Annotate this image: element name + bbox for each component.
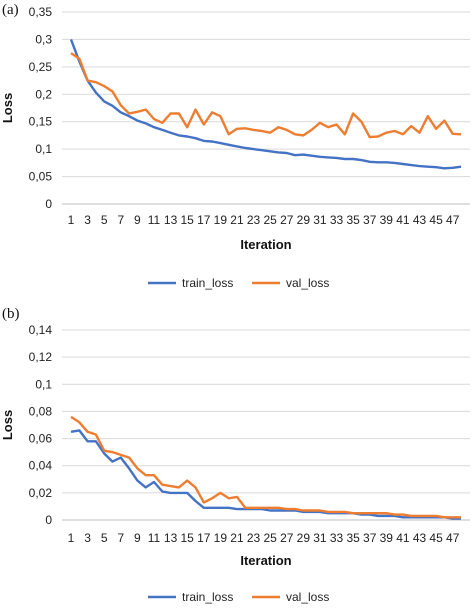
series-line-val_loss [70,415,461,519]
x-tick-label: 19 [214,213,228,227]
legend-label: train_loss [182,590,233,604]
x-tick-label: 25 [263,213,277,227]
y-tick-label: 0,02 [29,486,53,500]
legend-label: train_loss [182,276,233,290]
chart-a: (a)00,050,10,150,20,250,30,351 3 5 7 9 11 13 15… [0,2,470,290]
y-tick-label: 0,12 [29,350,53,364]
y-tick-label: 0,1 [35,142,52,156]
y-tick-label: 0,14 [29,323,53,337]
x-tick-label: 33 [330,531,344,545]
y-tick-label: 0,2 [35,87,52,101]
chart-b: (b)00,020,040,060,080,10,120,141 3 5 7 9 11 13… [0,306,470,604]
x-tick-label: 19 [214,531,228,545]
y-tick-label: 0,06 [29,432,53,446]
x-tick-label: 23 [247,213,261,227]
x-tick-label: 45 [429,531,443,545]
y-tick-label: 0,25 [29,60,53,74]
x-tick-label: 15 [180,531,194,545]
x-tick-label: 47 [446,213,460,227]
panel-label: (a) [2,2,19,18]
y-axis-title: Loss [0,410,15,440]
series-line-train_loss [70,429,461,520]
series-line-val_loss [70,52,462,139]
y-tick-label: 0,1 [35,377,52,391]
x-tick-label: 31 [313,531,327,545]
x-tick-label: 17 [197,213,211,227]
x-tick-label: 29 [297,531,311,545]
y-tick-label: 0,08 [29,404,53,418]
x-tick-label: 23 [247,531,261,545]
x-tick-label: 5 [101,531,108,545]
x-tick-label: 31 [313,213,327,227]
x-tick-label: 9 [134,531,141,545]
y-tick-label: 0 [45,197,52,211]
y-axis-title: Loss [0,93,15,123]
x-tick-label: 7 [117,213,124,227]
x-tick-label: 21 [230,531,244,545]
series-line-train_loss [69,38,462,170]
x-tick-label: 27 [280,213,294,227]
x-tick-label: 29 [297,213,311,227]
x-tick-label: 13 [164,213,178,227]
x-tick-label: 11 [148,213,161,227]
x-tick-label: 39 [380,531,394,545]
x-axis-title: Iteration [240,237,291,252]
panel-label: (b) [2,306,20,322]
x-tick-label: 25 [263,531,277,545]
x-tick-label: 3 [84,531,91,545]
y-tick-label: 0,3 [35,32,52,46]
legend-label: val_loss [286,276,329,290]
x-tick-label: 3 [84,213,91,227]
x-tick-label: 1 [68,531,75,545]
x-tick-label: 5 [101,213,108,227]
legend-label: val_loss [286,590,329,604]
x-tick-label: 41 [396,213,410,227]
x-tick-label: 43 [413,531,427,545]
x-tick-label: 21 [230,213,244,227]
y-tick-label: 0,35 [29,5,53,19]
y-tick-label: 0,04 [29,459,53,473]
x-axis-title: Iteration [240,553,291,568]
x-tick-label: 47 [446,531,460,545]
x-tick-label: 27 [280,531,294,545]
x-tick-label: 11 [148,531,161,545]
x-tick-label: 43 [413,213,427,227]
y-tick-label: 0,15 [29,115,53,129]
x-tick-label: 41 [396,531,410,545]
x-tick-label: 15 [180,213,194,227]
y-tick-label: 0 [45,513,52,527]
x-tick-label: 35 [346,531,360,545]
x-tick-label: 45 [429,213,443,227]
x-tick-label: 9 [134,213,141,227]
x-tick-label: 39 [380,213,394,227]
x-tick-label: 17 [197,531,211,545]
x-tick-label: 37 [363,531,377,545]
x-tick-label: 13 [164,531,178,545]
x-tick-label: 33 [330,213,344,227]
y-tick-label: 0,05 [29,170,53,184]
x-tick-label: 37 [363,213,377,227]
x-tick-label: 1 [68,213,75,227]
x-tick-label: 7 [117,531,124,545]
x-tick-label: 35 [346,213,360,227]
